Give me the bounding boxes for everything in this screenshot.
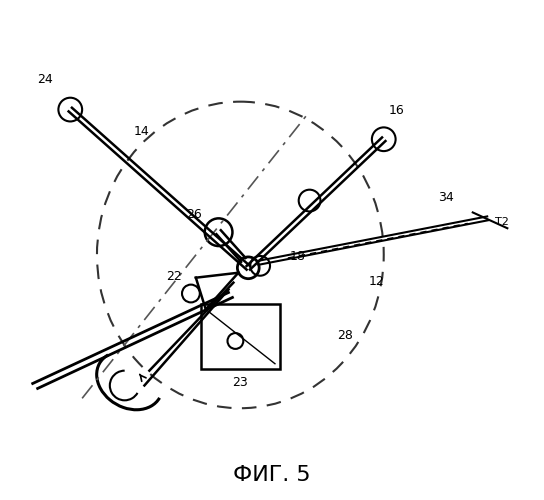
Text: ФИГ. 5: ФИГ. 5 [233, 466, 311, 485]
Text: 23: 23 [232, 376, 248, 390]
Text: 12: 12 [369, 274, 385, 287]
Text: 14: 14 [134, 125, 150, 138]
Text: 28: 28 [337, 329, 353, 342]
Text: 18: 18 [290, 250, 306, 263]
Text: 22: 22 [166, 270, 182, 282]
Text: 34: 34 [438, 190, 454, 203]
Text: T2: T2 [496, 218, 509, 228]
Bar [201, 304, 280, 368]
Text: 24: 24 [36, 74, 52, 86]
Text: 26: 26 [186, 208, 202, 222]
Text: 16: 16 [389, 104, 404, 117]
